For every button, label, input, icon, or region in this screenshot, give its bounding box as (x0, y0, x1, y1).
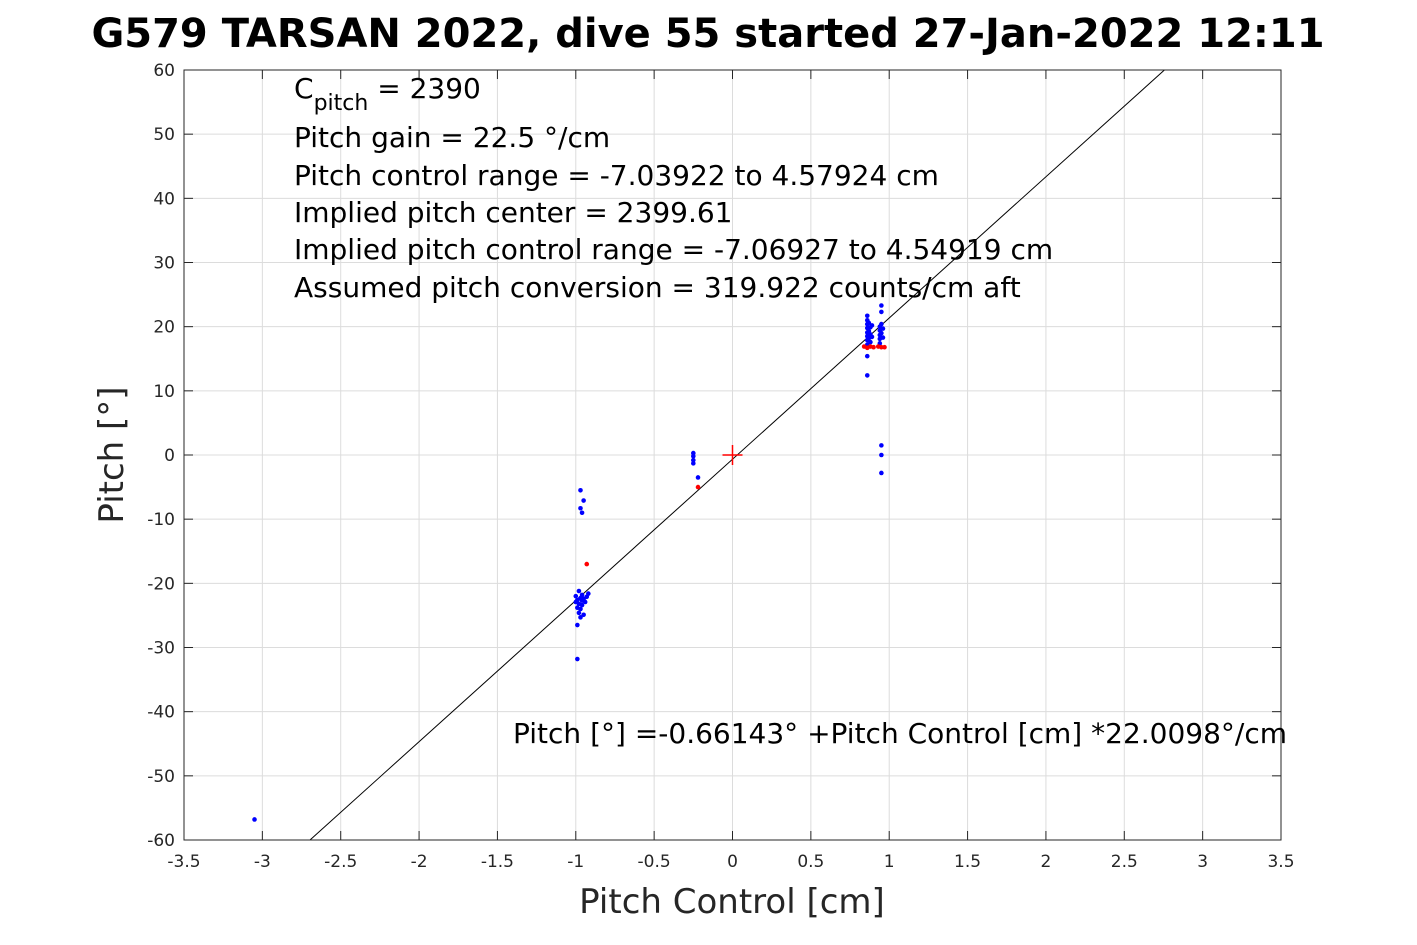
y-tick-label: -40 (147, 703, 175, 723)
annotation-conversion: Assumed pitch conversion = 319.922 count… (294, 271, 1021, 304)
x-tick-label: 3.5 (1267, 852, 1294, 872)
y-tick-label: 40 (153, 189, 175, 209)
included-point (869, 334, 875, 340)
included-point (691, 453, 696, 459)
annotation-pitch-gain: Pitch gain = 22.5 °/cm (294, 121, 610, 154)
y-tick-label: -30 (147, 639, 175, 659)
annotation-c-pitch: Cpitch = 2390 (294, 72, 481, 116)
excluded-point (695, 484, 701, 490)
x-tick-label: 0 (727, 852, 738, 872)
included-point (578, 606, 583, 612)
y-tick-label: -10 (147, 510, 175, 530)
included-point (864, 353, 870, 359)
included-point (581, 498, 586, 503)
excluded-point (871, 344, 876, 350)
y-tick-label: -20 (147, 574, 175, 594)
included-point (869, 323, 875, 328)
included-point (879, 452, 884, 458)
excluded-point (584, 561, 590, 567)
included-point (586, 591, 591, 596)
included-point (575, 622, 580, 628)
included-point (575, 656, 580, 662)
x-tick-label: -1 (567, 852, 584, 872)
included-point (879, 321, 884, 327)
center-marker (722, 445, 743, 465)
x-tick-label: 1.5 (954, 852, 981, 872)
included-point (866, 320, 872, 326)
y-axis-ticks: -60 -50 -40 -30 -20 -10 0 10 20 30 40 50 60 (147, 61, 1281, 851)
y-tick-label: 0 (164, 446, 175, 466)
axes-box (183, 69, 1282, 841)
included-point (573, 599, 579, 605)
included-point (879, 330, 884, 336)
included-point (880, 335, 886, 340)
included-point (868, 339, 873, 345)
included-point (573, 593, 579, 599)
y-tick-label: 50 (153, 125, 175, 145)
y-tick-label: 60 (153, 61, 175, 81)
y-tick-label: 10 (153, 382, 175, 402)
included-point (252, 817, 257, 822)
x-tick-label: -3 (254, 852, 271, 872)
x-tick-label: 3 (1197, 852, 1208, 872)
included-point (576, 588, 582, 594)
included-point (879, 443, 884, 448)
included-point (879, 303, 884, 308)
included-point (695, 475, 701, 480)
included-point (578, 615, 583, 620)
x-tick-label: -2.5 (324, 852, 357, 872)
included-point (864, 313, 870, 319)
included-point (879, 309, 884, 315)
included-point (691, 461, 696, 466)
included-point (691, 457, 696, 463)
annotation-implied-center: Implied pitch center = 2399.61 (294, 196, 732, 229)
excluded-point (882, 344, 887, 350)
x-tick-label: 2.5 (1111, 852, 1138, 872)
x-tick-label: -0.5 (638, 852, 671, 872)
chart-title: G579 TARSAN 2022, dive 55 started 27-Jan… (91, 11, 1324, 57)
y-axis-label: Pitch [°] (92, 386, 132, 523)
y-tick-label: -50 (147, 767, 175, 787)
annotation-control-range: Pitch control range = -7.03922 to 4.5792… (294, 159, 939, 192)
included-point (581, 612, 586, 618)
data-points (252, 303, 887, 822)
x-tick-label: -1.5 (481, 852, 514, 872)
included-point (576, 610, 582, 616)
included-point (578, 505, 583, 511)
x-tick-label: -3.5 (167, 852, 200, 872)
x-tick-label: 1 (884, 852, 895, 872)
x-tick-label: 2 (1041, 852, 1052, 872)
included-point (864, 373, 870, 378)
included-point (879, 470, 884, 476)
included-point (579, 602, 585, 608)
included-point (691, 450, 696, 456)
y-tick-label: 20 (153, 318, 175, 338)
included-point (578, 487, 583, 493)
y-tick-label: -60 (147, 831, 175, 851)
x-tick-label: 0.5 (797, 852, 824, 872)
included-point (579, 510, 585, 516)
annotation-implied-range: Implied pitch control range = -7.06927 t… (294, 233, 1053, 266)
annotation-fit-equation: Pitch [°] =-0.66143° +Pitch Control [cm]… (513, 717, 1287, 750)
x-axis-label: Pitch Control [cm] (579, 882, 885, 922)
included-point (579, 598, 585, 603)
y-tick-label: 30 (153, 254, 175, 274)
included-point (880, 326, 886, 331)
included-point (579, 592, 585, 598)
x-tick-label: -2 (411, 852, 428, 872)
x-axis-ticks: -3.5 -3 -2.5 -2 -1.5 -1 -0.5 0 0.5 1 1.5 2 2.5 3 3.5 (167, 70, 1295, 872)
